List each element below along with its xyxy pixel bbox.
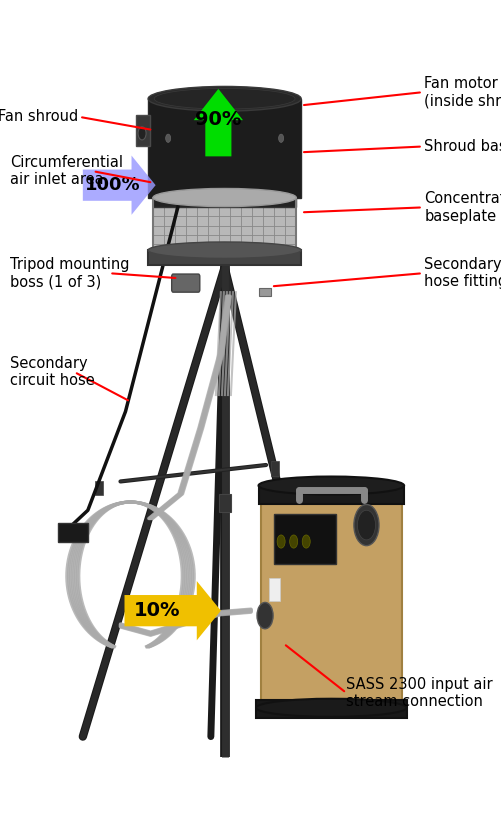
Bar bbox=[153, 198, 296, 253]
FancyBboxPatch shape bbox=[171, 274, 199, 292]
Text: 90%: 90% bbox=[195, 109, 241, 128]
Bar bbox=[218, 494, 230, 512]
Text: Shroud baseplate: Shroud baseplate bbox=[423, 139, 501, 154]
Circle shape bbox=[257, 602, 273, 629]
FancyArrow shape bbox=[193, 89, 242, 156]
Text: Tripod mounting
boss (1 of 3): Tripod mounting boss (1 of 3) bbox=[10, 257, 129, 290]
Ellipse shape bbox=[256, 699, 406, 717]
Bar bbox=[153, 198, 296, 207]
Bar bbox=[148, 250, 301, 265]
Text: SASS 2300 input air
stream connection: SASS 2300 input air stream connection bbox=[346, 677, 492, 709]
Ellipse shape bbox=[153, 244, 296, 263]
Bar bbox=[271, 461, 279, 476]
Ellipse shape bbox=[153, 188, 296, 207]
Text: Circumferential
air inlet area: Circumferential air inlet area bbox=[10, 155, 123, 188]
Circle shape bbox=[278, 134, 283, 142]
Ellipse shape bbox=[148, 86, 301, 111]
Circle shape bbox=[353, 504, 378, 546]
Bar bbox=[261, 486, 401, 708]
FancyArrow shape bbox=[83, 156, 155, 215]
Text: Fan motor
(inside shroud): Fan motor (inside shroud) bbox=[423, 76, 501, 109]
Bar bbox=[148, 99, 301, 198]
Text: 100%: 100% bbox=[85, 176, 140, 194]
Bar bbox=[268, 578, 279, 601]
Bar bbox=[258, 288, 271, 296]
Circle shape bbox=[138, 127, 146, 140]
Circle shape bbox=[357, 510, 375, 540]
Circle shape bbox=[302, 535, 310, 548]
Circle shape bbox=[221, 134, 226, 142]
Circle shape bbox=[289, 535, 297, 548]
Bar bbox=[256, 700, 406, 718]
Text: Secondary mail
hose fitting: Secondary mail hose fitting bbox=[423, 257, 501, 290]
Ellipse shape bbox=[148, 242, 301, 258]
Circle shape bbox=[165, 134, 170, 142]
Ellipse shape bbox=[154, 88, 295, 109]
Ellipse shape bbox=[258, 477, 403, 495]
Bar bbox=[258, 486, 403, 504]
Bar bbox=[58, 523, 88, 542]
Text: Secondary
circuit hose: Secondary circuit hose bbox=[10, 356, 95, 388]
Bar bbox=[273, 514, 336, 564]
Text: Concentrator
baseplate: Concentrator baseplate bbox=[423, 191, 501, 224]
Bar bbox=[153, 198, 296, 253]
FancyArrow shape bbox=[124, 581, 220, 640]
Circle shape bbox=[277, 535, 285, 548]
Text: 10%: 10% bbox=[133, 601, 179, 621]
Bar bbox=[95, 481, 103, 495]
Bar bbox=[135, 115, 149, 146]
Text: Fan shroud: Fan shroud bbox=[0, 109, 78, 124]
